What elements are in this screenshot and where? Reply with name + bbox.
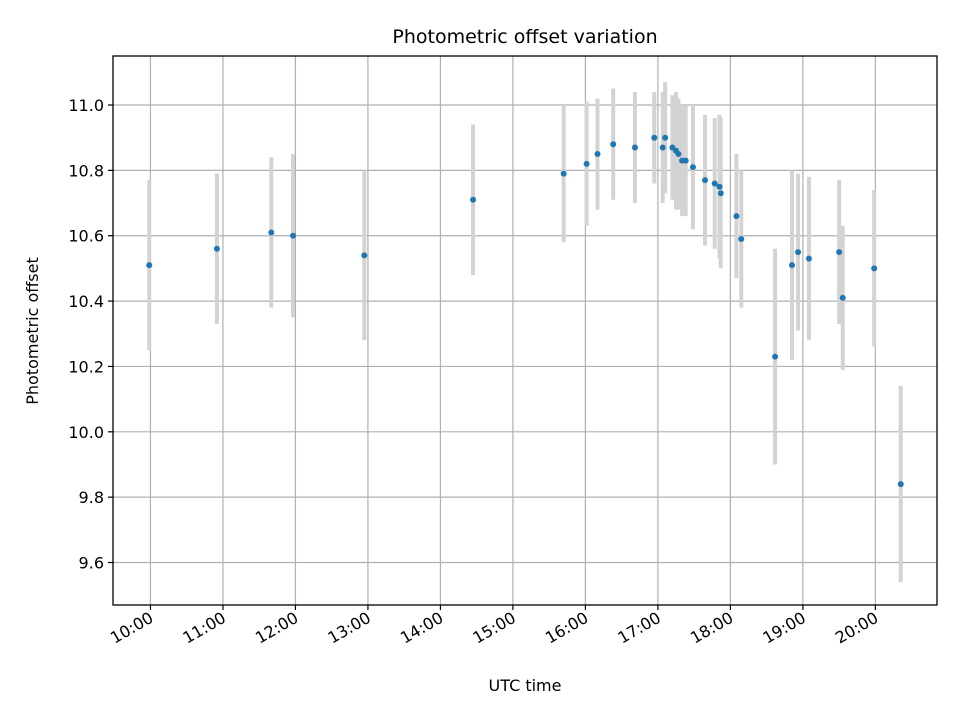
data-point xyxy=(738,236,745,242)
data-points xyxy=(146,134,904,488)
data-point xyxy=(689,164,696,171)
data-point xyxy=(560,170,567,177)
y-tick-label: 10.0 xyxy=(68,423,104,442)
data-point xyxy=(659,144,666,151)
data-point xyxy=(594,151,601,158)
data-point xyxy=(213,245,220,252)
x-axis-label: UTC time xyxy=(489,676,562,695)
data-point xyxy=(836,249,843,256)
data-point xyxy=(675,151,682,158)
data-point xyxy=(146,262,153,269)
data-point xyxy=(682,157,689,164)
data-point xyxy=(361,252,368,259)
data-point xyxy=(716,183,723,190)
y-tick-label: 9.8 xyxy=(79,488,104,507)
data-point xyxy=(610,141,617,148)
data-point xyxy=(871,265,878,272)
data-point xyxy=(789,262,796,269)
data-point xyxy=(702,177,709,184)
y-tick-label: 10.8 xyxy=(68,161,104,180)
y-tick-label: 10.6 xyxy=(68,227,104,246)
y-axis: 9.6 9.8 10.0 10.2 10.4 10.6 10.8 11.0 xyxy=(68,96,113,573)
data-point xyxy=(651,134,658,141)
data-point xyxy=(839,294,846,301)
data-point xyxy=(631,144,638,151)
data-point xyxy=(711,180,718,187)
data-point xyxy=(268,229,275,236)
data-point xyxy=(717,190,724,197)
y-tick-label: 9.6 xyxy=(79,554,104,573)
plot-frame xyxy=(112,55,938,606)
data-point xyxy=(470,196,477,203)
data-point xyxy=(733,213,740,220)
data-point xyxy=(583,160,590,167)
y-tick-label: 10.2 xyxy=(68,357,104,376)
chart-title: Photometric offset variation xyxy=(392,26,657,48)
data-point xyxy=(805,255,812,262)
y-tick-label: 10.4 xyxy=(68,292,104,311)
y-axis-label: Photometric offset xyxy=(23,257,42,405)
data-point xyxy=(772,353,779,360)
data-point xyxy=(795,249,802,256)
data-point xyxy=(897,481,904,488)
y-tick-label: 11.0 xyxy=(68,96,104,115)
data-point xyxy=(662,134,669,141)
data-point xyxy=(290,232,297,239)
